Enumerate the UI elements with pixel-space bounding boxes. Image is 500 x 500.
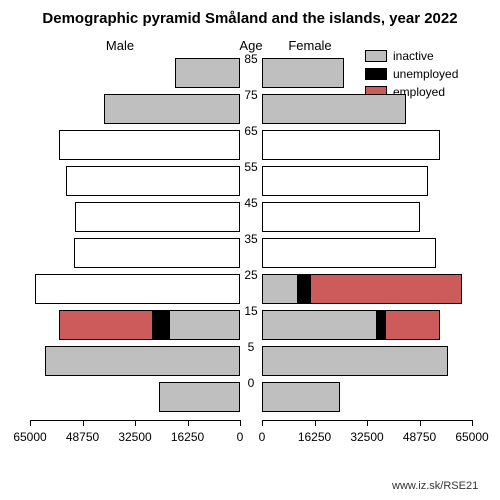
male-bar-seg <box>74 238 240 268</box>
male-bar-seg <box>169 310 240 340</box>
female-bar-seg <box>262 238 436 268</box>
age-label: 55 <box>236 160 266 174</box>
age-label: 15 <box>236 304 266 318</box>
male-bar-seg <box>175 58 240 88</box>
female-bar-seg <box>298 274 311 304</box>
female-bar-seg <box>310 274 462 304</box>
male-bar-seg <box>66 166 240 196</box>
x-tick-label-male: 32500 <box>118 430 151 444</box>
x-tick-label-female: 48750 <box>403 430 436 444</box>
female-bar-seg <box>262 310 377 340</box>
female-bar-seg <box>262 130 440 160</box>
x-tick-label-male: 48750 <box>66 430 99 444</box>
age-label: 75 <box>236 88 266 102</box>
male-plot-area <box>30 58 240 420</box>
female-bar-seg <box>377 310 385 340</box>
male-bar-seg <box>153 310 169 340</box>
demographic-pyramid-chart: Demographic pyramid Småland and the isla… <box>0 0 500 500</box>
column-header-age: Age <box>221 38 281 53</box>
female-bar-seg <box>262 346 448 376</box>
female-bar-seg <box>262 382 340 412</box>
x-tick-label-female: 65000 <box>455 430 488 444</box>
x-tick-label-male: 0 <box>237 430 244 444</box>
column-header-male: Male <box>90 38 150 53</box>
male-bar-seg <box>45 346 240 376</box>
male-bar-seg <box>59 310 153 340</box>
male-bar-seg <box>59 130 240 160</box>
age-label: 65 <box>236 124 266 138</box>
x-tick-label-male: 65000 <box>13 430 46 444</box>
female-bar-seg <box>262 166 428 196</box>
female-bar-seg <box>262 202 420 232</box>
source-credit: www.iz.sk/RSE21 <box>392 480 478 492</box>
male-bar-seg <box>104 94 240 124</box>
age-label: 0 <box>236 376 266 390</box>
female-bar-seg <box>262 274 298 304</box>
x-tick-label-female: 16250 <box>298 430 331 444</box>
column-header-female: Female <box>280 38 340 53</box>
age-label: 45 <box>236 196 266 210</box>
male-bar-seg <box>75 202 240 232</box>
x-tick-label-female: 32500 <box>350 430 383 444</box>
age-label: 5 <box>236 340 266 354</box>
chart-title: Demographic pyramid Småland and the isla… <box>0 10 500 27</box>
male-bar-seg <box>35 274 240 304</box>
female-bar-seg <box>262 94 406 124</box>
x-tick-label-female: 0 <box>259 430 266 444</box>
female-bar-seg <box>262 58 344 88</box>
age-label: 35 <box>236 232 266 246</box>
female-bar-seg <box>385 310 440 340</box>
male-bar-seg <box>159 382 240 412</box>
age-label: 85 <box>236 52 266 66</box>
female-plot-area <box>262 58 472 420</box>
age-label: 25 <box>236 268 266 282</box>
x-tick-label-male: 16250 <box>171 430 204 444</box>
